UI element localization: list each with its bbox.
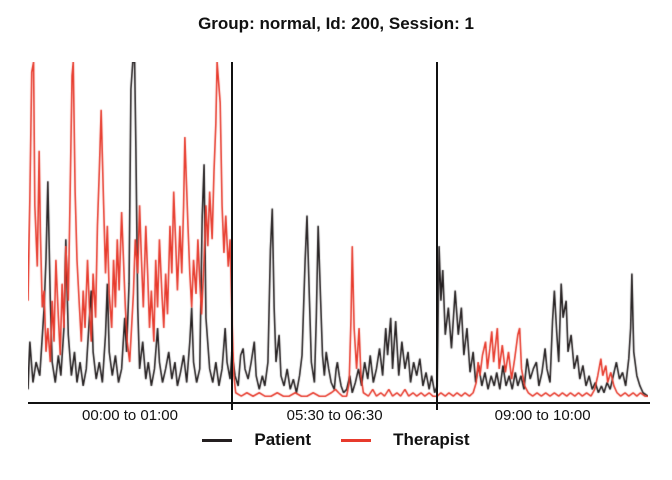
legend-label-therapist: Therapist (393, 430, 470, 449)
x-axis-line (28, 402, 650, 404)
x-axis-label: 00:00 to 01:00 (82, 407, 178, 424)
legend-line-patient (202, 438, 233, 442)
x-axis-labels: 00:00 to 01:00 05:30 to 06:30 09:00 to 10:… (0, 407, 672, 427)
section-divider (436, 62, 438, 410)
legend-item-patient: Patient (202, 430, 311, 450)
plot-area (28, 62, 648, 410)
chart-title: Group: normal, Id: 200, Session: 1 (198, 14, 474, 33)
legend-label-patient: Patient (254, 430, 312, 449)
series-canvas (28, 62, 648, 403)
x-axis-label: 05:30 to 06:30 (286, 407, 383, 424)
legend-item-therapist: Therapist (341, 430, 470, 450)
legend-line-therapist (341, 438, 372, 442)
section-divider (231, 62, 233, 410)
x-axis-label: 09:00 to 10:00 (494, 407, 591, 424)
legend: Patient Therapist (0, 430, 672, 450)
